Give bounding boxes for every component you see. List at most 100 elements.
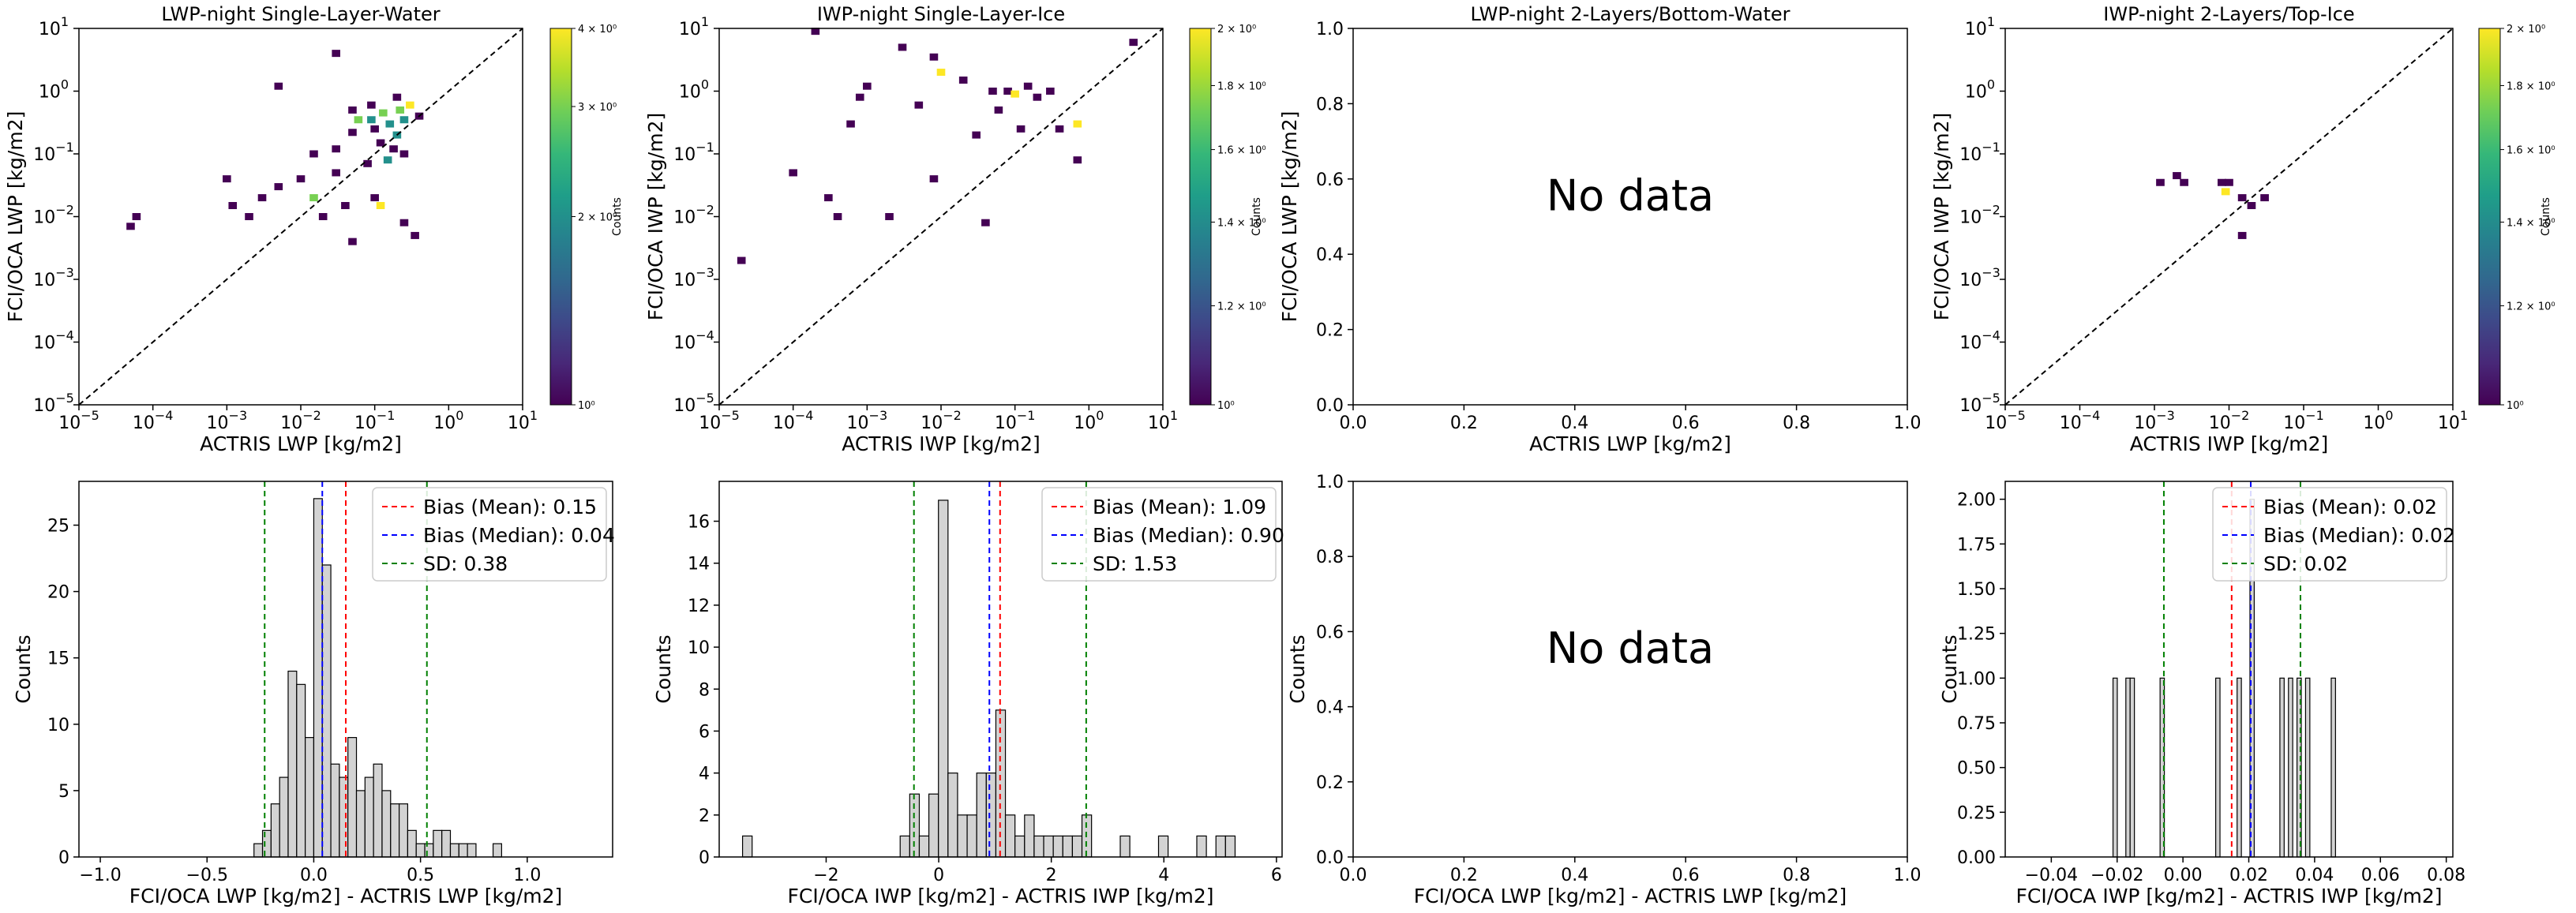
y-tick-label: 0 [699,848,710,868]
x-tick-label: 0.5 [407,866,434,885]
histogram-bar [957,814,968,858]
colorbar-tick-label: 1.4 × 10⁰ [1217,217,1266,229]
y-tick-label: 10−1 [673,140,714,165]
heatmap-cell [318,213,328,220]
y-tick-label: 2.00 [1957,491,1996,511]
y-tick-label: 100 [1965,77,1995,103]
x-tick-label: 0.8 [1783,413,1810,433]
plot-frame [2004,481,2454,858]
heatmap-cell [833,213,842,220]
x-tick-label: 10−3 [2134,408,2175,433]
x-tick-label: 0.00 [2164,866,2203,885]
y-tick-label: 0.6 [1316,623,1344,642]
y-tick-label: 0.00 [1957,848,1996,868]
heatmap-cell [863,82,872,90]
legend-label: Bias (Mean): 1.09 [1093,496,1266,518]
y-tick-label: 10−3 [1959,265,2000,290]
heatmap-cell [385,120,395,128]
heatmap-cell [737,256,746,264]
y-axis-label: FCI/OCA LWP [kg/m2] [4,111,27,323]
heatmap-cell [981,219,990,226]
heatmap-cell [824,194,833,202]
x-tick-label: 1.0 [1894,866,1922,885]
legend-box [372,487,607,582]
histogram-bar [261,829,272,858]
heatmap-cell [389,145,398,153]
heatmap-cell [811,28,820,36]
histogram-bar [441,829,452,858]
x-tick-label: 0.2 [1450,866,1478,885]
x-tick-label: 0.0 [300,866,328,885]
heatmap-cell [367,116,376,124]
one-to-one-line [718,28,1164,406]
heatmap-cell [367,101,376,109]
histogram-bar [355,790,366,858]
x-tick-label: 10−5 [1985,408,2026,433]
histogram-bar [399,803,409,858]
y-tick-label: 14 [688,555,710,574]
x-tick-label: 6 [1271,866,1282,885]
heatmap-cell [257,194,267,202]
heatmap-cell [392,93,402,101]
legend-label: Bias (Mean): 0.15 [423,496,597,518]
heatmap-cell [988,88,997,95]
histogram-bar [2215,677,2221,858]
heatmap-cell [370,194,379,202]
histogram-bar [313,498,323,858]
legend: Bias (Mean): 0.15 Bias (Median): 0.04 SD: … [372,487,615,582]
legend: Bias (Mean): 0.02 Bias (Median): 0.02 SD: … [2212,487,2455,582]
y-tick-label: 25 [47,517,69,537]
heatmap-cell [789,169,797,177]
colorbar [1189,28,1212,406]
histogram-bar [415,843,426,858]
x-tick-label: 10−4 [2060,408,2101,433]
y-tick-label: 10−4 [33,328,74,354]
y-tick-label: 12 [688,597,710,616]
legend-box [2212,487,2447,582]
y-tick-label: 10−3 [673,265,714,290]
heatmap-cell [972,131,981,139]
heatmap-cell [2260,194,2269,202]
plot-frame [1352,28,1908,406]
panel-title: IWP-night Single-Layer-Ice [817,3,1065,25]
x-tick-label: 101 [1148,408,1178,433]
colorbar-tick-label: 2 × 10⁰ [2507,24,2545,36]
histogram-bar [347,737,358,858]
x-tick-label: 0.08 [2427,866,2465,885]
y-tick-label: 10−5 [673,391,714,416]
histogram-bar [1119,835,1131,858]
histogram-bar [2129,677,2135,858]
histogram-bar [741,835,753,858]
histogram-bar [899,835,910,858]
histogram-bar [1157,835,1169,858]
plot-frame [78,28,523,406]
x-axis-label: FCI/OCA IWP [kg/m2] - ACTRIS IWP [kg/m2] [2016,885,2443,907]
colorbar-tick-label: 1.4 × 10⁰ [2507,217,2555,229]
heatmap-cell [309,150,318,158]
x-tick-label: 0.6 [1672,866,1700,885]
histogram-bar [449,843,459,858]
heatmap-cell [1023,82,1033,90]
heatmap-panel-1: LWP-night Single-Layer-Water ACTRIS LWP [… [4,3,624,455]
heatmap-cell [379,109,388,117]
x-tick-label: 10−1 [354,408,396,433]
legend-label: Bias (Median): 0.04 [423,524,615,547]
heatmap-cell [929,175,939,183]
x-tick-label: 10−2 [280,408,321,433]
histogram-bar [2125,677,2131,858]
colorbar-tick-label: 4 × 10⁰ [578,24,617,36]
y-axis-label: Counts [652,634,675,703]
y-tick-label: 2 [699,806,710,826]
y-tick-label: 100 [679,77,709,103]
y-tick-label: 101 [39,14,69,39]
plot-frame [78,481,613,858]
histogram-panel-3: FCI/OCA LWP [kg/m2] - ACTRIS LWP [kg/m2]… [1286,473,1922,907]
y-tick-label: 0.2 [1316,773,1344,793]
histogram-bar [270,803,280,858]
histogram-bar [433,829,443,858]
heatmap-cell [348,106,357,114]
heatmap-cell [363,159,372,167]
x-tick-label: 0.0 [1340,866,1367,885]
x-axis-label: FCI/OCA LWP [kg/m2] - ACTRIS LWP [kg/m2] [129,885,563,907]
one-to-one-line [2004,28,2454,406]
